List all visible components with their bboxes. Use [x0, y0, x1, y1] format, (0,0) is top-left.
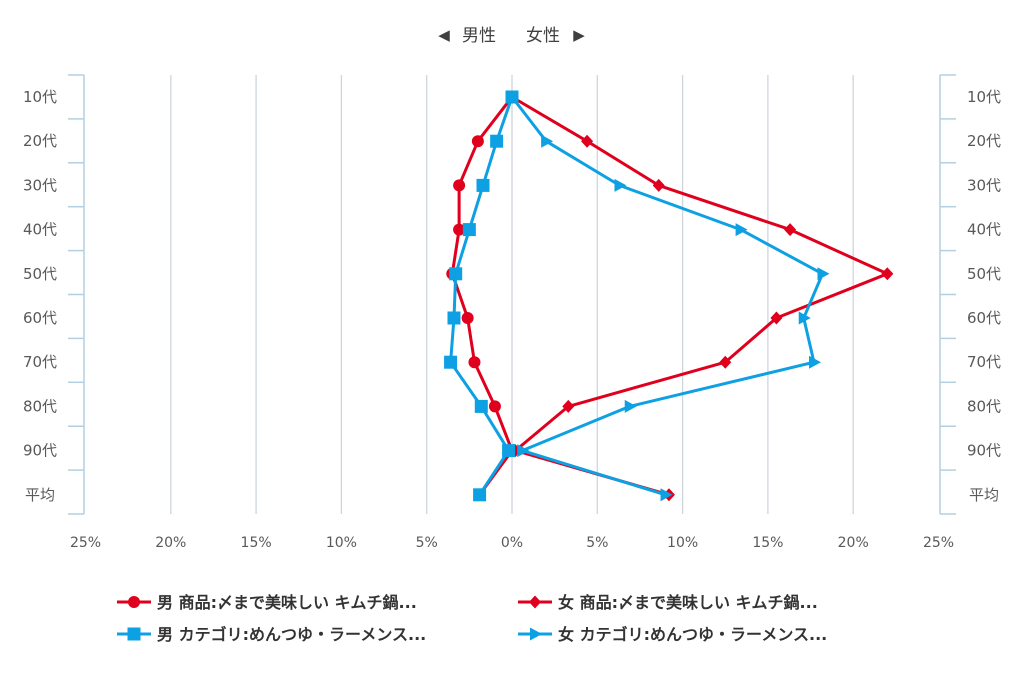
category-label: 40代 [23, 221, 57, 239]
category-label: 20代 [967, 132, 1001, 150]
category-label: 50代 [23, 265, 57, 283]
category-label: 50代 [967, 265, 1001, 283]
data-point [444, 355, 458, 369]
category-label: 平均 [969, 486, 999, 504]
legend-item-2: 女 商品:〆まで美味しい キムチ鍋... [518, 593, 818, 612]
chart-header: ◀ 男性 女性 ▶ [438, 26, 585, 46]
data-point [476, 178, 490, 192]
legend-label: 男 カテゴリ:めんつゆ・ラーメンス... [157, 625, 426, 644]
axes: 25% 20% 15% 10% 5% 0% 5% 10% 15% 20% 25% 10代 20代 30代 4… [23, 74, 1001, 551]
data-point [784, 223, 797, 237]
legend-item-3: 男 カテゴリ:めんつゆ・ラーメンス... [117, 625, 426, 644]
category-label: 20代 [23, 132, 57, 150]
x-tick-label: 25% [70, 535, 101, 551]
data-point [453, 179, 466, 192]
data-point [128, 596, 140, 608]
data-point [808, 355, 821, 369]
series-line [450, 96, 514, 496]
category-label: 平均 [25, 486, 55, 504]
data-point [614, 178, 627, 192]
category-label: 70代 [23, 353, 57, 371]
category-label: 80代 [967, 397, 1001, 415]
left-arrow: ◀ [438, 26, 450, 44]
female-header-label: 女性 [526, 26, 560, 46]
data-point [453, 223, 466, 236]
data-point [127, 627, 141, 641]
data-point [530, 627, 542, 641]
data-point [490, 134, 504, 148]
series-line [510, 96, 824, 497]
category-label: 10代 [967, 88, 1001, 106]
data-point [447, 311, 461, 325]
data-point [471, 135, 484, 148]
data-point [462, 223, 476, 237]
right-arrow: ▶ [573, 26, 585, 44]
male-header-label: 男性 [462, 26, 496, 46]
data-point [624, 399, 637, 413]
data-point [488, 400, 501, 413]
data-point [468, 356, 481, 369]
x-tick-label: 5% [416, 535, 438, 551]
legend-item-4: 女 カテゴリ:めんつゆ・ラーメンス... [518, 625, 827, 644]
x-tick-label: 20% [155, 535, 186, 551]
data-point [817, 267, 830, 281]
data-point [507, 90, 519, 104]
legend: 男 商品:〆まで美味しい キムチ鍋... 女 商品:〆まで美味しい キムチ鍋...… [117, 593, 827, 644]
x-tick-label: 25% [923, 535, 954, 551]
data-point [473, 488, 487, 502]
category-label: 30代 [23, 176, 57, 194]
category-label: 90代 [967, 442, 1001, 460]
series-line [511, 95, 889, 497]
data-point [541, 134, 554, 148]
series-4 [507, 90, 830, 502]
data-point [502, 444, 516, 458]
category-label: 40代 [967, 221, 1001, 239]
category-label: 70代 [967, 353, 1001, 371]
data-point [881, 267, 894, 281]
data-point [798, 311, 811, 325]
category-label: 90代 [23, 442, 57, 460]
x-tick-label: 5% [586, 535, 608, 551]
data-point [735, 223, 748, 237]
data-point [474, 399, 488, 413]
category-label: 80代 [23, 397, 57, 415]
legend-label: 女 カテゴリ:めんつゆ・ラーメンス... [558, 625, 827, 644]
data-point [461, 312, 474, 324]
data-point [719, 355, 732, 369]
data-point [562, 399, 575, 413]
x-tick-label: 15% [752, 535, 783, 551]
x-tick-label: 15% [241, 535, 272, 551]
data-point [770, 311, 783, 325]
data-point [529, 595, 541, 609]
legend-label: 男 商品:〆まで美味しい キムチ鍋... [157, 593, 417, 612]
category-label: 60代 [23, 309, 57, 327]
series-1 [446, 91, 518, 501]
x-tick-label: 10% [667, 535, 698, 551]
x-tick-label: 10% [326, 535, 357, 551]
legend-item-1: 男 商品:〆まで美味しい キムチ鍋... [117, 593, 417, 612]
data-point [652, 178, 665, 192]
data-point [581, 134, 594, 148]
data-point [517, 444, 530, 458]
category-label: 10代 [23, 88, 57, 106]
x-tick-label: 20% [838, 535, 869, 551]
data-point [449, 267, 463, 281]
category-label: 30代 [967, 176, 1001, 194]
x-tick-label: 0% [501, 535, 523, 551]
data-point [660, 488, 673, 502]
series-line [449, 96, 514, 496]
category-label: 60代 [967, 309, 1001, 327]
legend-label: 女 商品:〆まで美味しい キムチ鍋... [558, 593, 818, 612]
data-series [444, 90, 894, 502]
